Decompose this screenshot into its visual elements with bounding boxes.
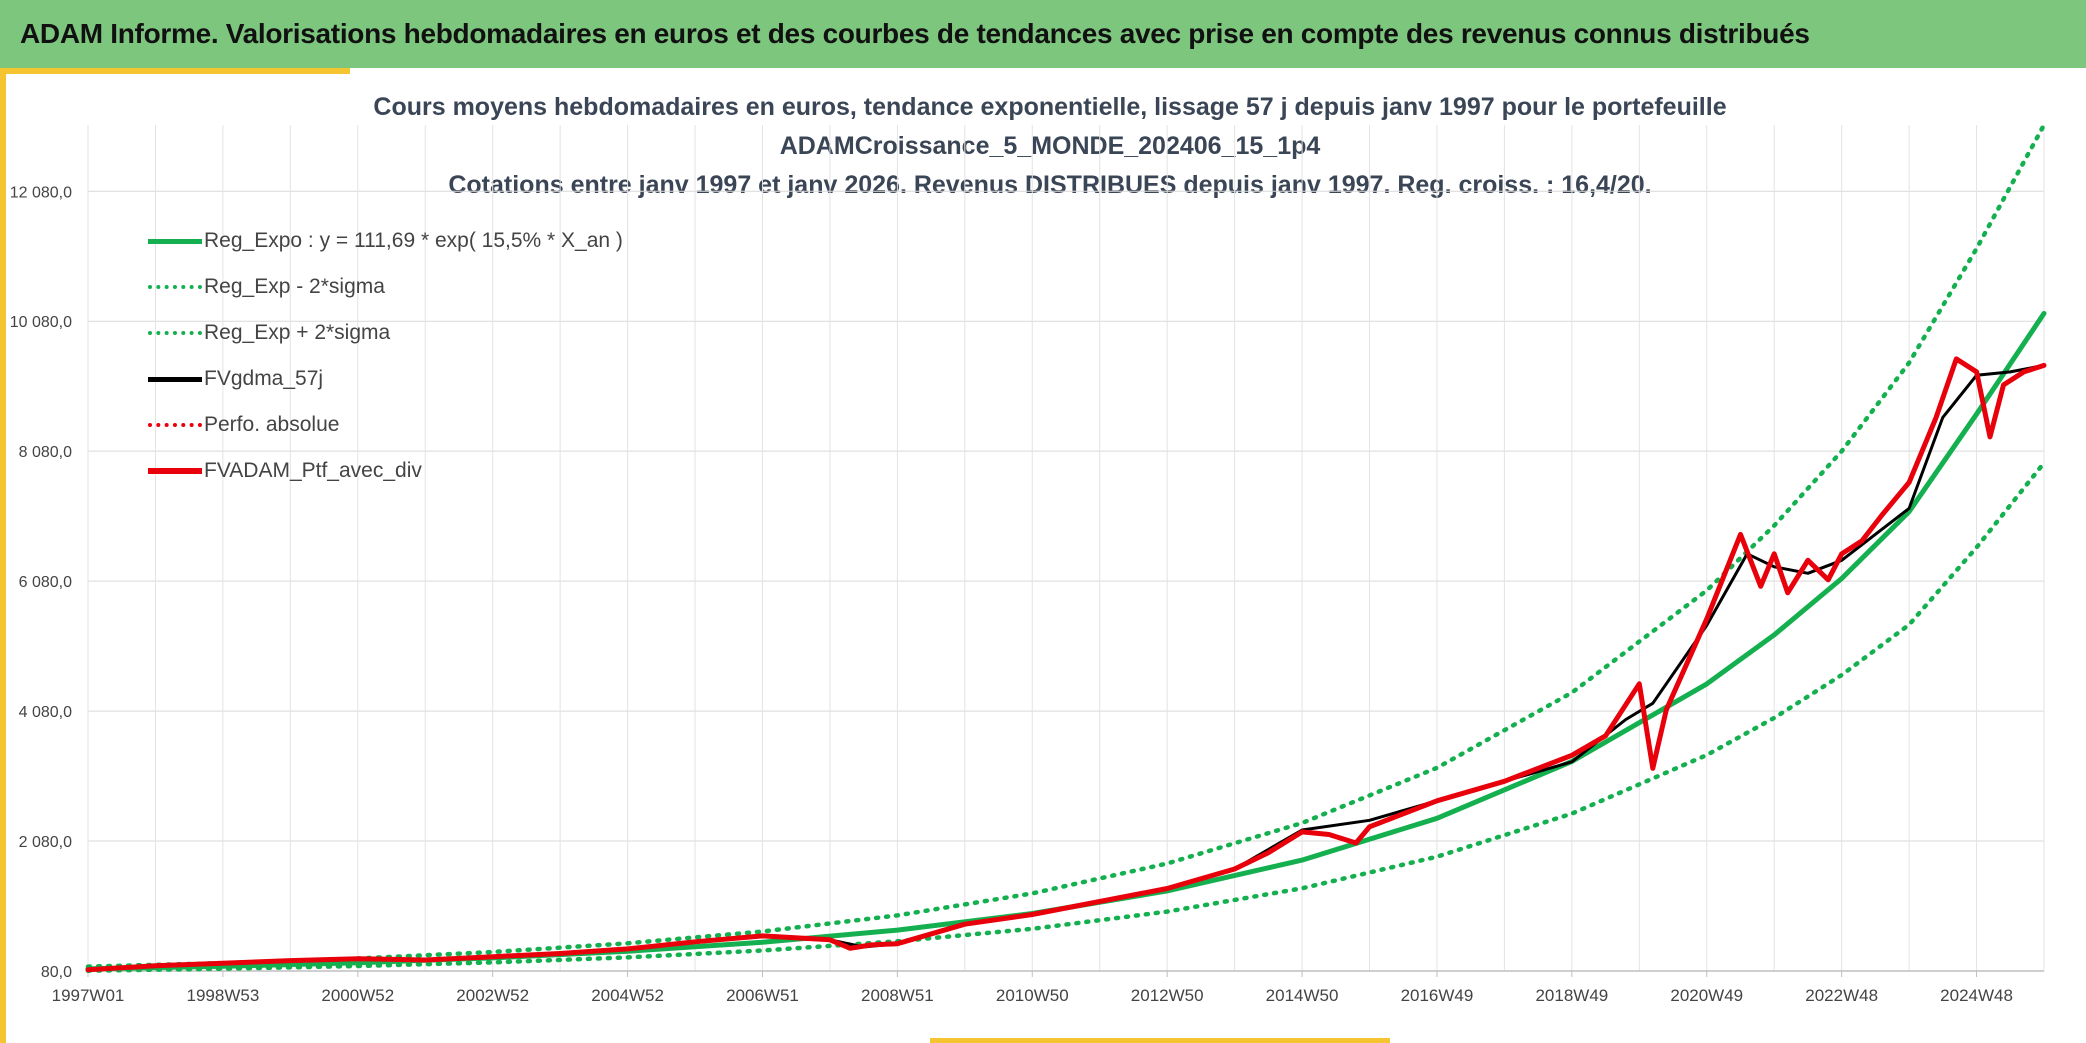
x-tick-label: 2012W50 [1131,986,1204,1005]
series-line-dotted-green [85,460,2047,973]
chart-title: Cours moyens hebdomadaires en euros, ten… [150,88,1950,205]
legend-label: Perfo. absolue [204,413,340,436]
y-axis: 80,0 2 080,0 4 080,0 6 080,0 8 080,0 10 080,0… [10,184,72,981]
series-line-solid-red-thick [85,356,2047,973]
legend-swatch-dotted-green [148,285,202,289]
legend-label: Reg_Expo : y = 111,69 * exp( 15,5% * X_a… [204,229,623,252]
footer-accent-bar [930,1038,1390,1043]
chart-title-line-3: Cotations entre janv 1997 et janv 2026. … [448,171,1652,199]
x-tick-label: 1997W01 [52,986,125,1005]
x-tick-label: 2004W52 [591,986,664,1005]
x-tick-label: 2010W50 [996,986,1069,1005]
chart-grid [87,125,2045,972]
x-tick-label: 2022W48 [1805,986,1878,1005]
y-tick-label: 12 080,0 [10,184,72,201]
legend-label: Reg_Exp - 2*sigma [204,275,385,298]
legend-swatch-dotted-red [148,423,202,427]
legend-item-perfo-absolue: Perfo. absolue [148,402,623,448]
page-title: ADAM Informe. Valorisations hebdomadaire… [20,18,1810,49]
page-header: ADAM Informe. Valorisations hebdomadaire… [0,0,2086,68]
header-accent-bar [0,68,350,74]
y-tick-label: 8 080,0 [19,444,72,461]
legend-item-reg-exp-plus: Reg_Exp + 2*sigma [148,310,623,356]
y-tick-label: 10 080,0 [10,314,72,331]
legend-item-fvadam: FVADAM_Ptf_avec_div [148,448,623,494]
legend-item-reg-exp-minus: Reg_Exp - 2*sigma [148,264,623,310]
x-tick-label: 2020W49 [1670,986,1743,1005]
x-tick-label: 2000W52 [321,986,394,1005]
chart-legend: Reg_Expo : y = 111,69 * exp( 15,5% * X_a… [148,218,623,494]
legend-swatch-solid-red [148,468,202,474]
legend-label: FVgdma_57j [204,367,324,390]
legend-swatch-dotted-green [148,331,202,335]
chart-title-line-1: Cours moyens hebdomadaires en euros, ten… [373,93,1727,121]
legend-label: Reg_Exp + 2*sigma [204,321,391,344]
x-tick-label: 2024W48 [1940,986,2013,1005]
legend-item-reg-expo: Reg_Expo : y = 111,69 * exp( 15,5% * X_a… [148,218,623,264]
x-tick-label: 2016W49 [1401,986,1474,1005]
y-tick-label: 2 080,0 [19,834,72,851]
x-tick-label: 2006W51 [726,986,799,1005]
y-tick-label: 80,0 [41,964,72,981]
series-line-dotted-green [85,122,2047,969]
legend-item-fvgdma: FVgdma_57j [148,356,623,402]
y-tick-label: 6 080,0 [19,574,72,591]
x-tick-label: 2008W51 [861,986,934,1005]
x-tick-label: 2002W52 [456,986,529,1005]
y-tick-label: 4 080,0 [19,704,72,721]
x-tick-label: 2014W50 [1266,986,1339,1005]
chart-series [85,122,2047,973]
legend-swatch-solid-black [148,376,202,382]
legend-swatch-solid-green [148,238,202,244]
x-tick-label: 2018W49 [1535,986,1608,1005]
legend-label: FVADAM_Ptf_avec_div [204,459,422,482]
chart-title-line-2: ADAMCroissance_5_MONDE_202406_15_1p4 [779,132,1321,160]
x-axis: 1997W01 1998W53 2000W52 2002W52 2004W52 2006W… [52,970,2044,1005]
x-tick-label: 1998W53 [187,986,260,1005]
